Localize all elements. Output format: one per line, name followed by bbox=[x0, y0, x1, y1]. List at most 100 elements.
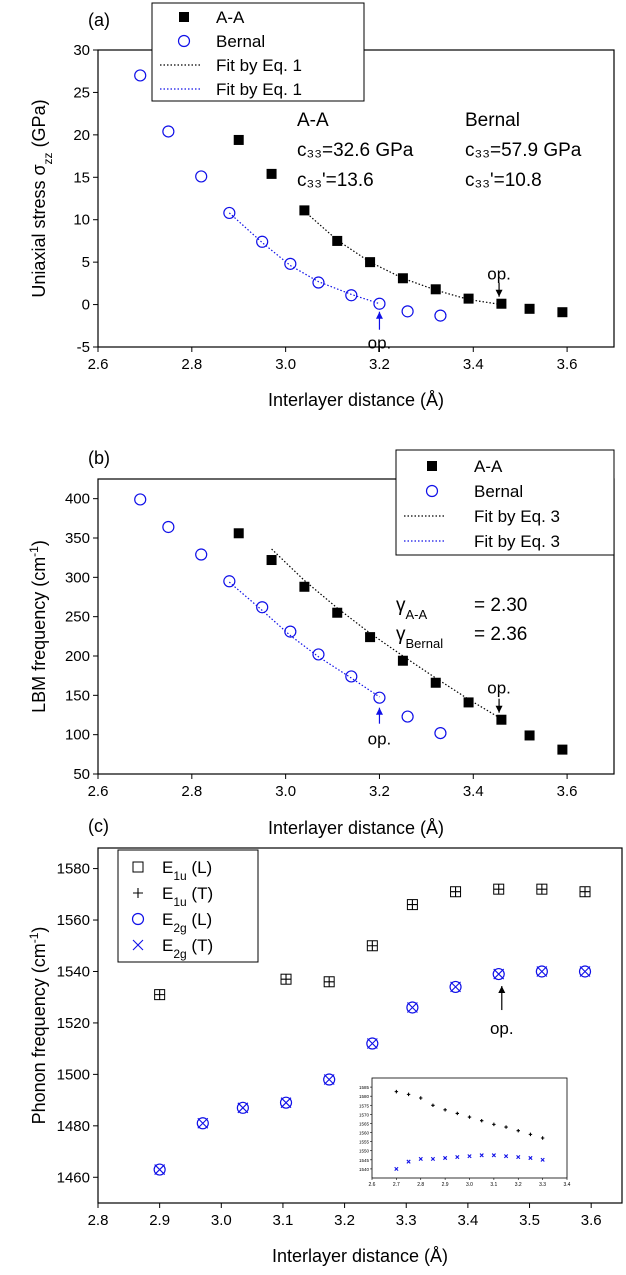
y-axis-label-sub: zz bbox=[41, 152, 55, 164]
series-3 bbox=[228, 581, 380, 698]
x-tick-label: 2.8 bbox=[181, 783, 202, 800]
data-point bbox=[256, 235, 269, 248]
y-axis: 50 100 150 200 250 300 350 400 bbox=[65, 491, 98, 783]
data-point bbox=[579, 966, 591, 977]
inset-frame bbox=[371, 1077, 568, 1179]
inset-data-point bbox=[516, 1129, 520, 1133]
legend-item: Fit by Eq. 1 bbox=[160, 56, 302, 75]
op-annotations: op. bbox=[490, 986, 514, 1038]
data-point bbox=[373, 297, 386, 310]
legend-item: Bernal bbox=[177, 32, 265, 51]
inset-y-tick-label: 1570 bbox=[359, 1112, 370, 1117]
inset-data-point bbox=[516, 1155, 521, 1160]
legend-label-sub: 1u bbox=[173, 895, 186, 909]
y-axis-label-unit: ) bbox=[29, 927, 49, 933]
legend-label: Bernal bbox=[216, 32, 265, 51]
legend-label-base: E bbox=[162, 858, 173, 877]
data-point bbox=[197, 1117, 209, 1129]
series-2 bbox=[304, 210, 502, 306]
fit-line bbox=[271, 548, 502, 720]
x-tick-label: 3.0 bbox=[275, 783, 296, 800]
y-tick-label: 25 bbox=[73, 84, 90, 101]
y-tick-label: 1520 bbox=[57, 1015, 90, 1032]
data-point bbox=[535, 965, 548, 978]
legend-label-text: Bernal bbox=[474, 482, 523, 501]
op-label: op. bbox=[487, 265, 511, 284]
legend-label-text: Fit by Eq. 1 bbox=[216, 56, 302, 75]
legend-swatch bbox=[132, 939, 144, 951]
data-point bbox=[449, 980, 462, 994]
gamma-symbol: γ bbox=[396, 624, 406, 645]
x-axis-label: Interlayer distance (Å) bbox=[268, 390, 444, 410]
inset-series-1 bbox=[394, 1153, 545, 1171]
x-axis: 2.8 2.9 3.0 3.1 3.2 3.3 3.4 3.5 3.6 bbox=[88, 1203, 602, 1229]
inset-data-point bbox=[430, 1156, 436, 1161]
data-point bbox=[407, 899, 418, 910]
inset-x-tick-label: 2.6 bbox=[369, 1182, 376, 1188]
x-tick-label: 3.4 bbox=[463, 356, 484, 373]
data-point bbox=[266, 168, 277, 179]
y-tick-label: 1560 bbox=[57, 912, 90, 929]
y-tick-label: 30 bbox=[73, 42, 90, 59]
x-tick-label: 3.1 bbox=[273, 1212, 294, 1229]
inset-data-point bbox=[479, 1153, 484, 1158]
data-point bbox=[162, 125, 175, 138]
gamma-symbol: γ bbox=[396, 595, 406, 616]
annotation-arrow-head bbox=[375, 311, 383, 319]
x-axis: 2.6 2.8 3.0 3.2 3.4 3.6 bbox=[88, 774, 578, 800]
legend-label-text: Fit by Eq. 3 bbox=[474, 532, 560, 551]
inset-data-point bbox=[503, 1154, 509, 1159]
data-point bbox=[492, 967, 505, 981]
data-point bbox=[256, 601, 269, 614]
inset-data-point bbox=[540, 1136, 545, 1140]
x-tick-label: 3.4 bbox=[463, 783, 484, 800]
data-point bbox=[279, 1096, 293, 1109]
data-point bbox=[493, 968, 505, 980]
inset-x-tick-label: 3.0 bbox=[466, 1182, 473, 1188]
data-point bbox=[323, 1074, 335, 1085]
y-axis-label: LBM frequency (cm-1) bbox=[27, 540, 49, 713]
fit-line bbox=[304, 210, 502, 306]
data-point bbox=[266, 555, 277, 566]
data-point bbox=[154, 989, 165, 1000]
data-point bbox=[153, 1163, 166, 1176]
x-tick-label: 3.2 bbox=[369, 783, 390, 800]
gamma-sub: Bernal bbox=[406, 636, 444, 651]
legend-box bbox=[117, 849, 259, 963]
x-tick-label: 2.8 bbox=[88, 1212, 109, 1229]
data-point bbox=[223, 206, 236, 220]
x-axis-label: Interlayer distance (Å) bbox=[272, 1246, 448, 1266]
data-point bbox=[345, 289, 358, 302]
annotation-line: Bernal bbox=[465, 110, 520, 131]
y-tick-label: 150 bbox=[65, 687, 90, 704]
data-point bbox=[280, 1097, 292, 1109]
y-axis-label-sup: -1 bbox=[27, 546, 41, 557]
x-tick-label: 2.8 bbox=[181, 356, 202, 373]
legend-label-text: Fit by Eq. 1 bbox=[216, 80, 302, 99]
y-tick-label: 15 bbox=[73, 169, 90, 186]
data-point bbox=[366, 1038, 378, 1049]
data-point bbox=[373, 691, 386, 704]
legend-label-text: A-A bbox=[216, 8, 245, 27]
inset-x-tick-label: 2.8 bbox=[417, 1182, 424, 1188]
gamma-annotation: γBernal bbox=[396, 624, 443, 651]
gamma-value: = 2.36 bbox=[474, 624, 527, 645]
series-1 bbox=[134, 69, 447, 322]
panel-1: 2.6 2.8 3.0 3.2 3.4 3.6 50 100 150 200 250 300 350 40… bbox=[27, 448, 615, 838]
legend-item: E2g (T) bbox=[132, 936, 213, 961]
data-point bbox=[195, 170, 208, 183]
data-point bbox=[365, 257, 376, 268]
data-point bbox=[134, 69, 147, 82]
x-tick-label: 3.2 bbox=[369, 356, 390, 373]
x-tick-label: 3.6 bbox=[557, 356, 578, 373]
annotation-arrow-head bbox=[375, 707, 383, 715]
legend-swatch bbox=[179, 12, 189, 22]
y-axis-label: Uniaxial stress σzz (GPa) bbox=[29, 99, 55, 297]
inset-data-point bbox=[540, 1157, 545, 1162]
legend-label: E2g (L) bbox=[162, 910, 212, 935]
data-point bbox=[430, 284, 441, 295]
legend-item: E2g (L) bbox=[131, 910, 212, 935]
x-tick-label: 2.9 bbox=[149, 1212, 170, 1229]
inset-y-tick-label: 1585 bbox=[359, 1085, 370, 1090]
